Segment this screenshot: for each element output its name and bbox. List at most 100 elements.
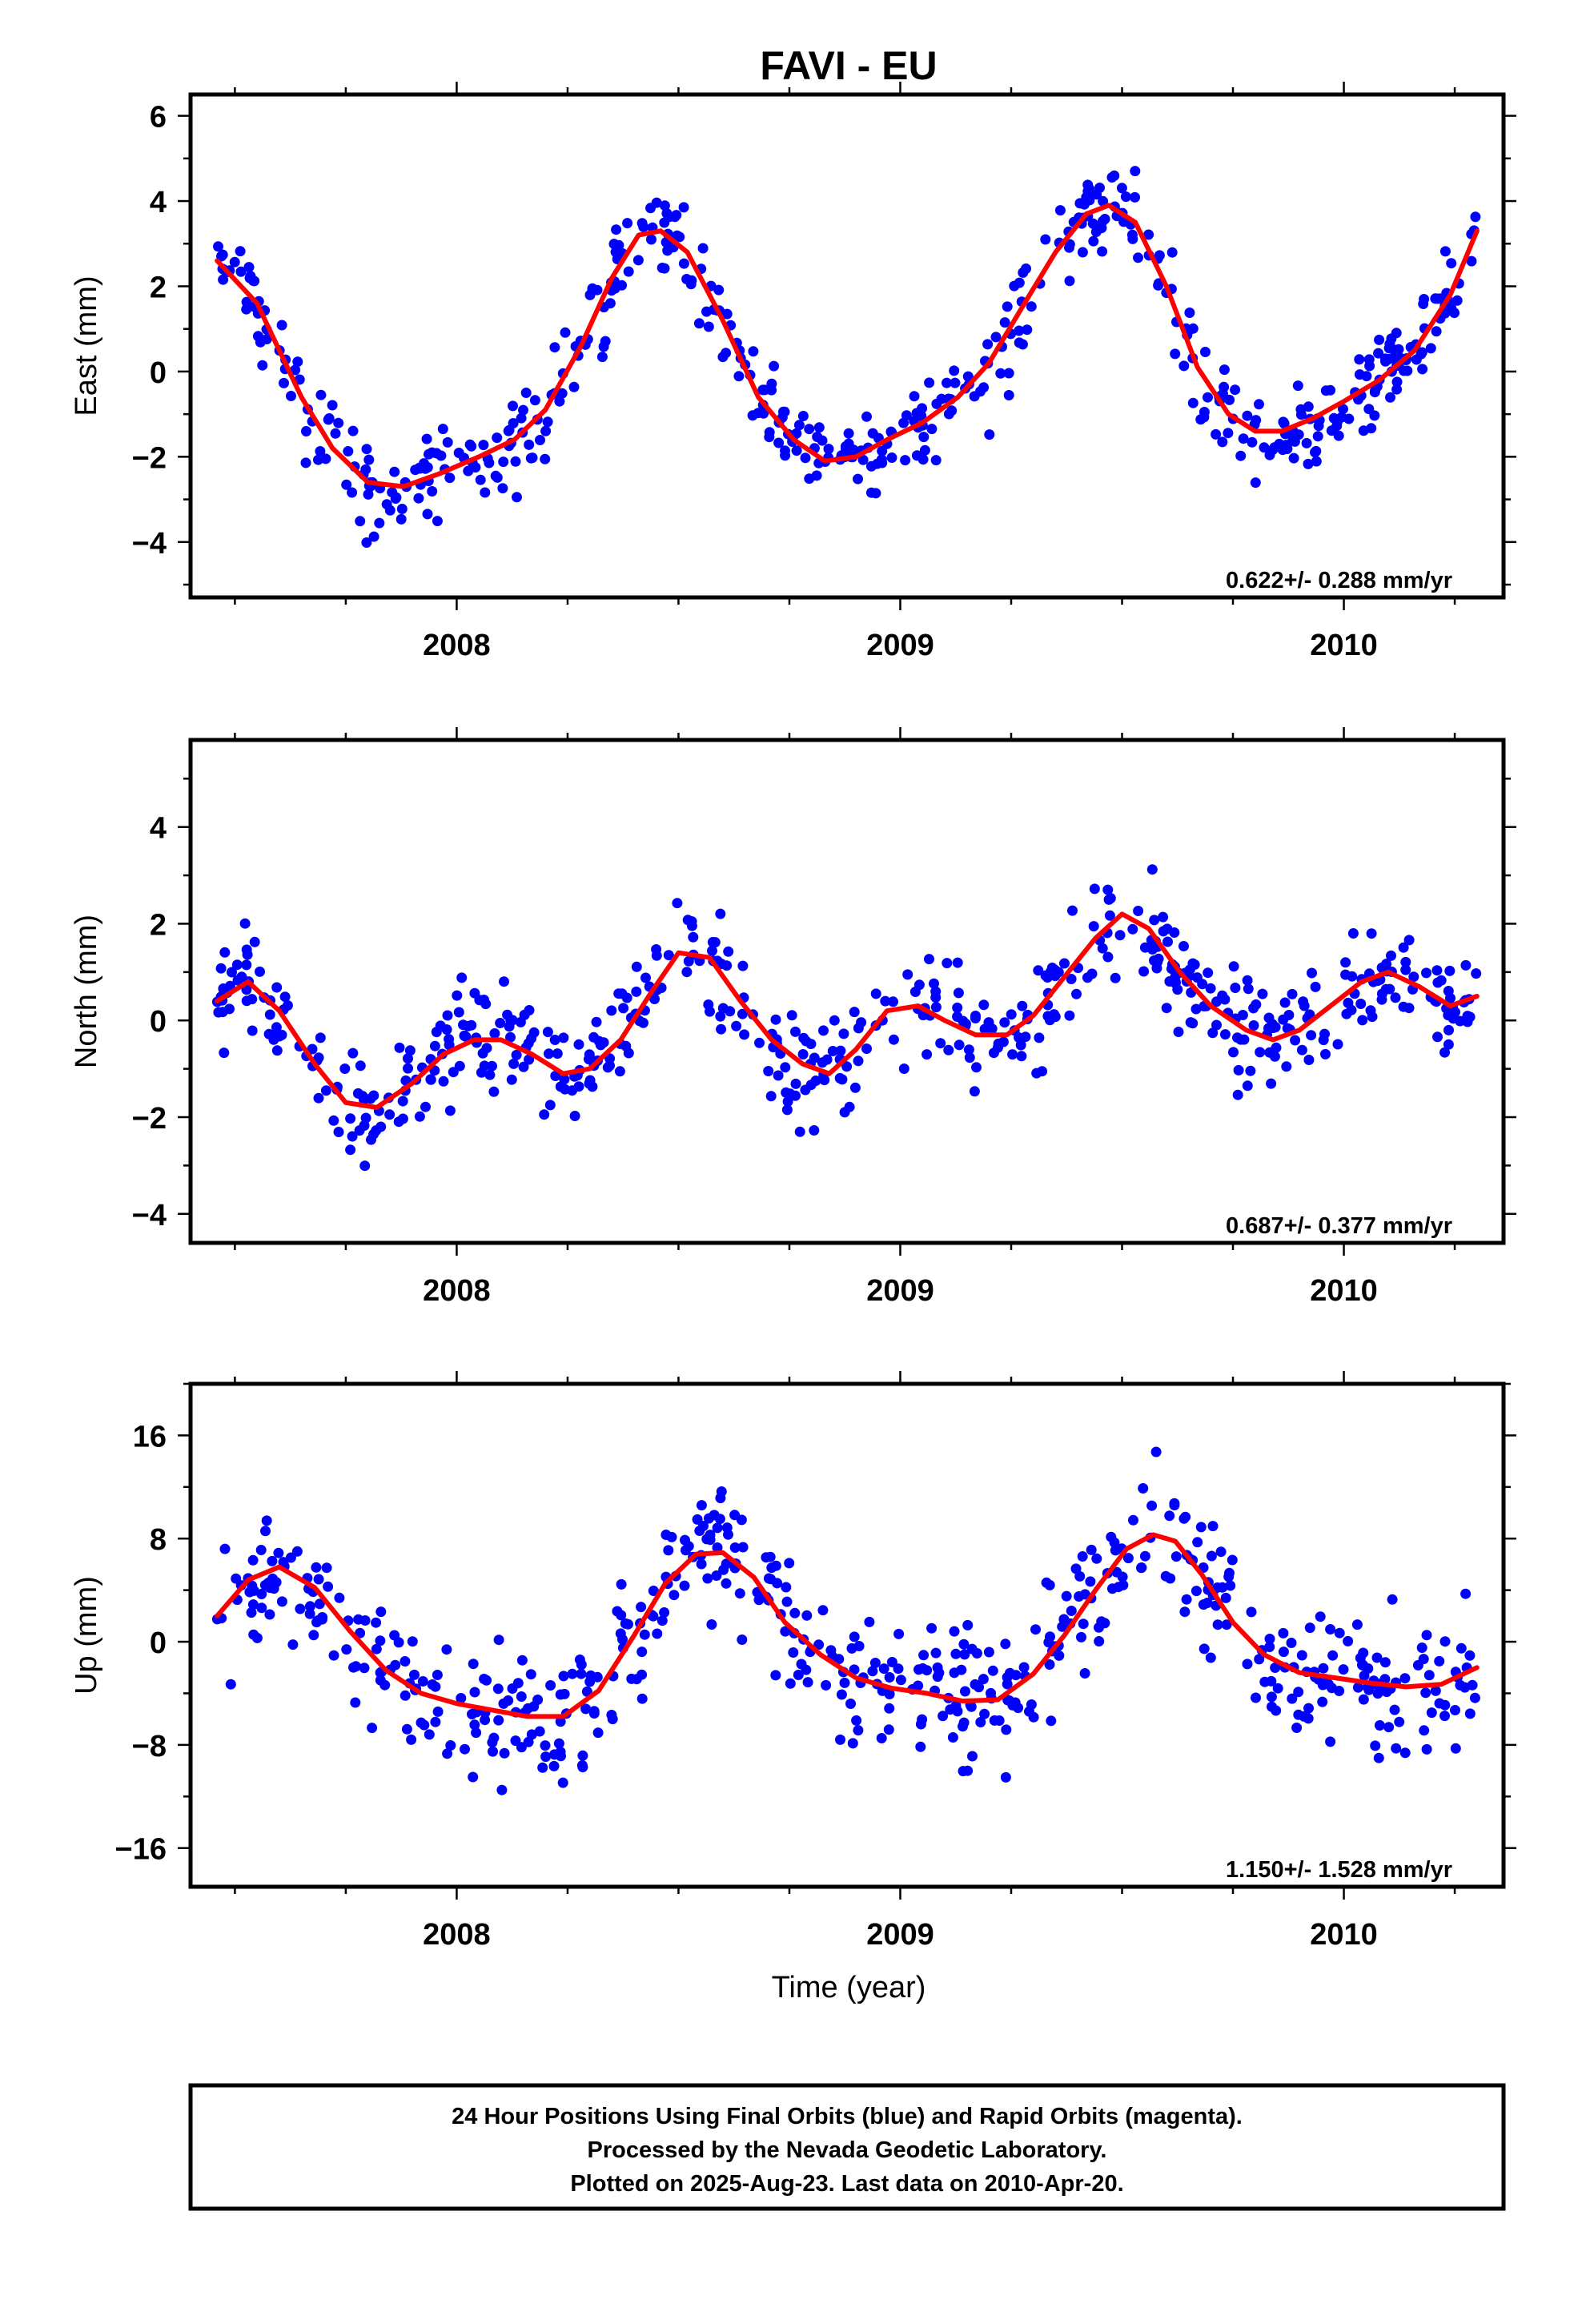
north-data-point [495, 1018, 506, 1028]
up-data-point [576, 1659, 587, 1671]
up-data-point [616, 1578, 627, 1590]
north-data-point [1233, 1064, 1244, 1076]
north-data-point [239, 918, 251, 929]
east-data-point [1278, 416, 1289, 428]
up-data-point [1044, 1579, 1055, 1590]
north-data-point [681, 967, 693, 978]
up-data-point [1318, 1663, 1329, 1674]
up-data-point [334, 1592, 345, 1603]
up-data-point [949, 1667, 960, 1679]
east-data-point [917, 403, 928, 414]
north-data-point [913, 979, 925, 991]
up-data-point [1000, 1771, 1011, 1783]
north-y-axis-label: North (mm) [70, 915, 103, 1068]
north-data-point [219, 947, 231, 958]
east-fit-line [215, 203, 1480, 489]
up-data-point [255, 1545, 267, 1555]
east-data-point [498, 456, 509, 468]
east-data-point [1133, 252, 1143, 263]
east-data-point [1002, 301, 1013, 312]
north-data-point [963, 1044, 974, 1055]
east-data-point [1018, 267, 1029, 278]
north-data-point [1187, 958, 1199, 969]
up-data-point [1224, 1567, 1235, 1578]
up-data-point [460, 1743, 470, 1755]
east-data-point [396, 504, 408, 514]
up-data-point [1206, 1550, 1217, 1562]
north-data-point [1103, 894, 1114, 905]
north-data-point [247, 1025, 258, 1036]
up-data-point [1317, 1679, 1328, 1691]
north-data-point [1310, 981, 1321, 992]
north-data-point [790, 1078, 801, 1089]
east-data-point [510, 456, 521, 467]
east-data-point [911, 450, 922, 461]
north-data-point [1355, 999, 1367, 1009]
north-data-point [1066, 974, 1077, 984]
north-data-point [359, 1160, 371, 1172]
up-data-point [648, 1586, 659, 1596]
east-data-point [861, 411, 872, 422]
north-data-point [1386, 950, 1396, 961]
east-data-point [1224, 394, 1235, 405]
up-data-point [930, 1647, 942, 1659]
up-data-point [588, 1706, 600, 1717]
east-data-point [1178, 360, 1190, 372]
east-data-point [1288, 452, 1299, 464]
up-data-point [1334, 1686, 1345, 1696]
up-data-point [1054, 1650, 1065, 1661]
north-data-point [921, 1049, 933, 1060]
north-data-point [345, 1144, 356, 1156]
east-data-point [1219, 364, 1230, 376]
north-data-point [952, 1011, 963, 1022]
east-data-point [1292, 380, 1303, 392]
east-data-point [1130, 191, 1140, 203]
north-data-point [1245, 1065, 1256, 1076]
up-data-point [469, 1687, 480, 1698]
east-data-point [1432, 293, 1443, 304]
up-data-point [341, 1644, 352, 1655]
north-data-point [444, 1034, 455, 1045]
up-data-point [913, 1664, 924, 1675]
north-data-point [282, 1000, 293, 1011]
north-data-point [487, 1060, 497, 1072]
up-data-point [962, 1765, 974, 1776]
up-data-point [1456, 1642, 1467, 1654]
east-data-point [659, 217, 670, 228]
north-data-point [721, 960, 733, 971]
up-data-point [849, 1631, 860, 1642]
east-data-point [1331, 420, 1343, 432]
north-data-point [1306, 1030, 1317, 1041]
up-data-point [441, 1644, 452, 1655]
north-data-point [1444, 965, 1456, 976]
east-data-point [300, 457, 311, 468]
up-data-point [781, 1582, 792, 1593]
north-data-point [819, 1075, 830, 1086]
up-data-point [1018, 1662, 1030, 1673]
north-data-point [1471, 968, 1482, 979]
up-data-point [784, 1558, 795, 1569]
east-data-point [662, 245, 673, 256]
east-data-point [290, 364, 301, 376]
north-data-point [1162, 923, 1173, 935]
up-data-point [400, 1656, 411, 1667]
east-data-point [656, 263, 668, 273]
up-data-point [493, 1715, 504, 1726]
up-data-point [480, 1715, 491, 1726]
north-data-point [368, 1090, 379, 1101]
north-data-point [1270, 1022, 1281, 1033]
north-data-point [1242, 1080, 1253, 1092]
north-data-point [279, 991, 291, 1003]
up-data-point [839, 1677, 850, 1688]
north-data-point [569, 1111, 580, 1121]
up-data-point [256, 1602, 267, 1614]
up-y-tick-label: 8 [150, 1523, 167, 1557]
north-data-point [1390, 992, 1401, 1003]
east-data-point [1166, 247, 1178, 258]
east-data-point [413, 493, 424, 504]
up-data-point [304, 1601, 315, 1612]
up-data-point [1198, 1599, 1209, 1610]
up-data-point [967, 1751, 978, 1762]
north-data-point [544, 1048, 554, 1059]
east-data-point [478, 440, 489, 451]
